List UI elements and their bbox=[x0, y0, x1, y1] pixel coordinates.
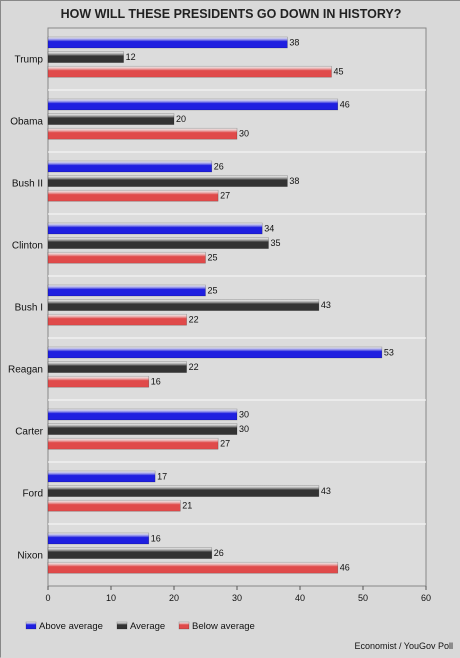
bar bbox=[47, 361, 187, 373]
bar bbox=[47, 51, 124, 63]
bar bbox=[47, 313, 187, 326]
data-label: 53 bbox=[384, 348, 394, 358]
data-label: 45 bbox=[334, 67, 344, 77]
data-label: 26 bbox=[214, 162, 224, 172]
data-label: 30 bbox=[239, 129, 249, 139]
bar bbox=[47, 561, 339, 574]
bar bbox=[47, 284, 206, 297]
bar bbox=[47, 175, 288, 187]
x-axis: 0 10 20 30 40 50 60 bbox=[45, 586, 431, 603]
bar bbox=[47, 113, 175, 125]
data-label: 27 bbox=[220, 439, 230, 449]
legend-label: Above average bbox=[39, 621, 103, 632]
bar bbox=[47, 423, 238, 435]
bar bbox=[47, 470, 156, 483]
data-label: 22 bbox=[189, 315, 199, 325]
data-label: 16 bbox=[151, 377, 161, 387]
data-label: 12 bbox=[126, 52, 136, 62]
data-label: 26 bbox=[214, 548, 224, 558]
bar bbox=[47, 346, 383, 359]
bar bbox=[47, 65, 332, 78]
x-tick-label: 50 bbox=[358, 593, 368, 603]
chart-title: HOW WILL THESE PRESIDENTS GO DOWN IN HIS… bbox=[61, 7, 402, 21]
data-label: 21 bbox=[182, 501, 192, 511]
data-label: 34 bbox=[264, 224, 274, 234]
data-label: 25 bbox=[208, 286, 218, 296]
data-label: 27 bbox=[220, 191, 230, 201]
legend: Above average Average Below average bbox=[25, 621, 255, 632]
x-tick-label: 30 bbox=[232, 593, 242, 603]
bar bbox=[47, 98, 339, 111]
legend-swatch bbox=[178, 621, 190, 630]
bar bbox=[47, 299, 320, 311]
category-label: Obama bbox=[10, 117, 43, 128]
data-label: 16 bbox=[151, 534, 161, 544]
x-tick-label: 40 bbox=[295, 593, 305, 603]
data-label: 22 bbox=[189, 362, 199, 372]
bar bbox=[47, 36, 288, 49]
data-label: 43 bbox=[321, 300, 331, 310]
category-label: Clinton bbox=[12, 241, 43, 252]
data-label: 46 bbox=[340, 563, 350, 573]
category-label: Trump bbox=[14, 55, 43, 66]
data-label: 43 bbox=[321, 486, 331, 496]
category-label: Reagan bbox=[8, 365, 43, 376]
x-tick-label: 60 bbox=[421, 593, 431, 603]
data-label: 46 bbox=[340, 100, 350, 110]
data-label: 30 bbox=[239, 410, 249, 420]
category-label: Carter bbox=[15, 427, 43, 438]
data-label: 20 bbox=[176, 114, 186, 124]
bar bbox=[47, 499, 181, 512]
data-label: 17 bbox=[157, 472, 167, 482]
category-label: Bush II bbox=[12, 179, 43, 190]
bar bbox=[47, 160, 213, 173]
bar bbox=[47, 251, 206, 264]
data-label: 30 bbox=[239, 424, 249, 434]
bar bbox=[47, 485, 320, 497]
bar bbox=[47, 547, 213, 559]
source-note: Economist / YouGov Poll bbox=[354, 641, 453, 651]
legend-swatch bbox=[25, 621, 37, 630]
bar bbox=[47, 222, 263, 235]
category-label: Ford bbox=[22, 489, 43, 500]
data-label: 38 bbox=[289, 38, 299, 48]
bar bbox=[47, 408, 238, 421]
x-tick-label: 10 bbox=[106, 593, 116, 603]
bar bbox=[47, 532, 150, 545]
data-label: 25 bbox=[208, 253, 218, 263]
bar bbox=[47, 237, 269, 249]
bar bbox=[47, 189, 219, 202]
x-tick-label: 20 bbox=[169, 593, 179, 603]
bar bbox=[47, 437, 219, 450]
category-label: Nixon bbox=[17, 551, 43, 562]
bar-layer: Trump 38 12 45 Obama 46 20 30 Bush II 26 38 27 Clint… bbox=[8, 36, 394, 574]
data-label: 35 bbox=[271, 238, 281, 248]
category-label: Bush I bbox=[15, 303, 43, 314]
data-label: 38 bbox=[289, 176, 299, 186]
bar bbox=[47, 375, 150, 388]
legend-swatch bbox=[116, 621, 128, 630]
legend-label: Average bbox=[130, 621, 165, 632]
legend-label: Below average bbox=[192, 621, 255, 632]
x-tick-label: 0 bbox=[45, 593, 50, 603]
bar bbox=[47, 127, 238, 140]
